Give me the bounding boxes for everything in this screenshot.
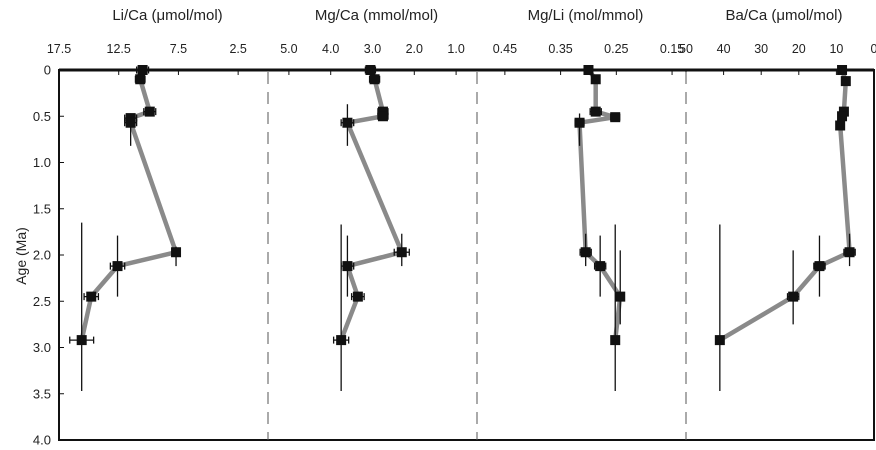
x-tick-label: 4.0 [322,42,339,56]
data-point [840,76,851,87]
panel-title: Mg/Ca (mmol/mol) [315,7,438,24]
y-axis: Age (Ma) 0 0.5 1.0 1.5 2.0 2.5 3.0 3.5 4.0 [13,63,64,448]
data-point [844,247,855,258]
data-point [112,261,123,272]
x-tick-label: 10 [829,42,843,56]
data-point [615,291,626,302]
y-tick-label: 3.5 [33,386,51,401]
series-line [717,67,852,343]
data-point [835,120,846,131]
x-tick-label: 2.0 [406,42,423,56]
panel-3: Mg/Li (mol/mmol) 0.45 0.35 0.25 0.15 [493,7,684,391]
x-tick-label: 12.5 [107,42,131,56]
data-point [837,111,848,122]
data-point [574,117,585,128]
y-tick-label: 0 [44,63,51,78]
plot-frame [58,69,875,441]
y-tick-label: 1.0 [33,155,51,170]
data-point [610,335,621,346]
x-tick-label: 5.0 [280,42,297,56]
x-tick-label: 0.25 [604,42,628,56]
data-point [610,112,621,123]
data-point [590,106,601,117]
data-point [135,74,146,85]
panel-title: Li/Ca (μmol/mol) [112,7,222,24]
x-tick-label: 40 [717,42,731,56]
y-axis-label: Age (Ma) [13,227,29,285]
y-tick-label: 1.5 [33,201,51,216]
x-tick-label: 0.15 [660,42,684,56]
data-point [352,291,363,302]
y-tick-label: 3.0 [33,340,51,355]
data-point [580,247,591,258]
x-tick-label: 0 [871,42,876,56]
data-point [144,106,155,117]
data-point [788,291,799,302]
panel-4: Ba/Ca (μmol/mol) 50 40 30 20 10 0 [679,7,876,391]
data-point [369,74,380,85]
data-point [336,335,347,346]
y-tick-label: 0.5 [33,109,51,124]
x-tick-label: 7.5 [170,42,187,56]
data-point [171,247,182,258]
data-point [125,117,136,128]
x-tick-label: 50 [679,42,693,56]
y-tick-label: 4.0 [33,433,51,448]
data-point [342,117,353,128]
data-point [714,335,725,346]
panel-1: Li/Ca (μmol/mol) 17.5 12.5 7.5 2.5 [47,7,247,391]
data-point [377,111,388,122]
data-point [342,261,353,272]
panel-title: Mg/Li (mol/mmol) [528,7,644,24]
x-tick-label: 20 [792,42,806,56]
x-tick-label: 2.5 [229,42,246,56]
data-point [590,74,601,85]
panels-layer: Li/Ca (μmol/mol) 17.5 12.5 7.5 2.5 Mg/Ca (mmo… [47,7,876,391]
series-line [338,67,405,343]
panel-title: Ba/Ca (μmol/mol) [726,7,843,24]
x-tick-label: 0.45 [493,42,517,56]
data-point [595,261,606,272]
panel-2: Mg/Ca (mmol/mol) 5.0 4.0 3.0 2.0 1.0 [280,7,465,391]
data-point [396,247,407,258]
y-tick-label: 2.0 [33,248,51,263]
x-tick-label: 1.0 [447,42,464,56]
y-tick-label: 2.5 [33,294,51,309]
x-tick-label: 3.0 [364,42,381,56]
x-tick-label: 17.5 [47,42,71,56]
x-tick-label: 0.35 [548,42,572,56]
data-point [86,291,97,302]
data-point [814,261,825,272]
data-point [76,335,87,346]
x-tick-label: 30 [754,42,768,56]
